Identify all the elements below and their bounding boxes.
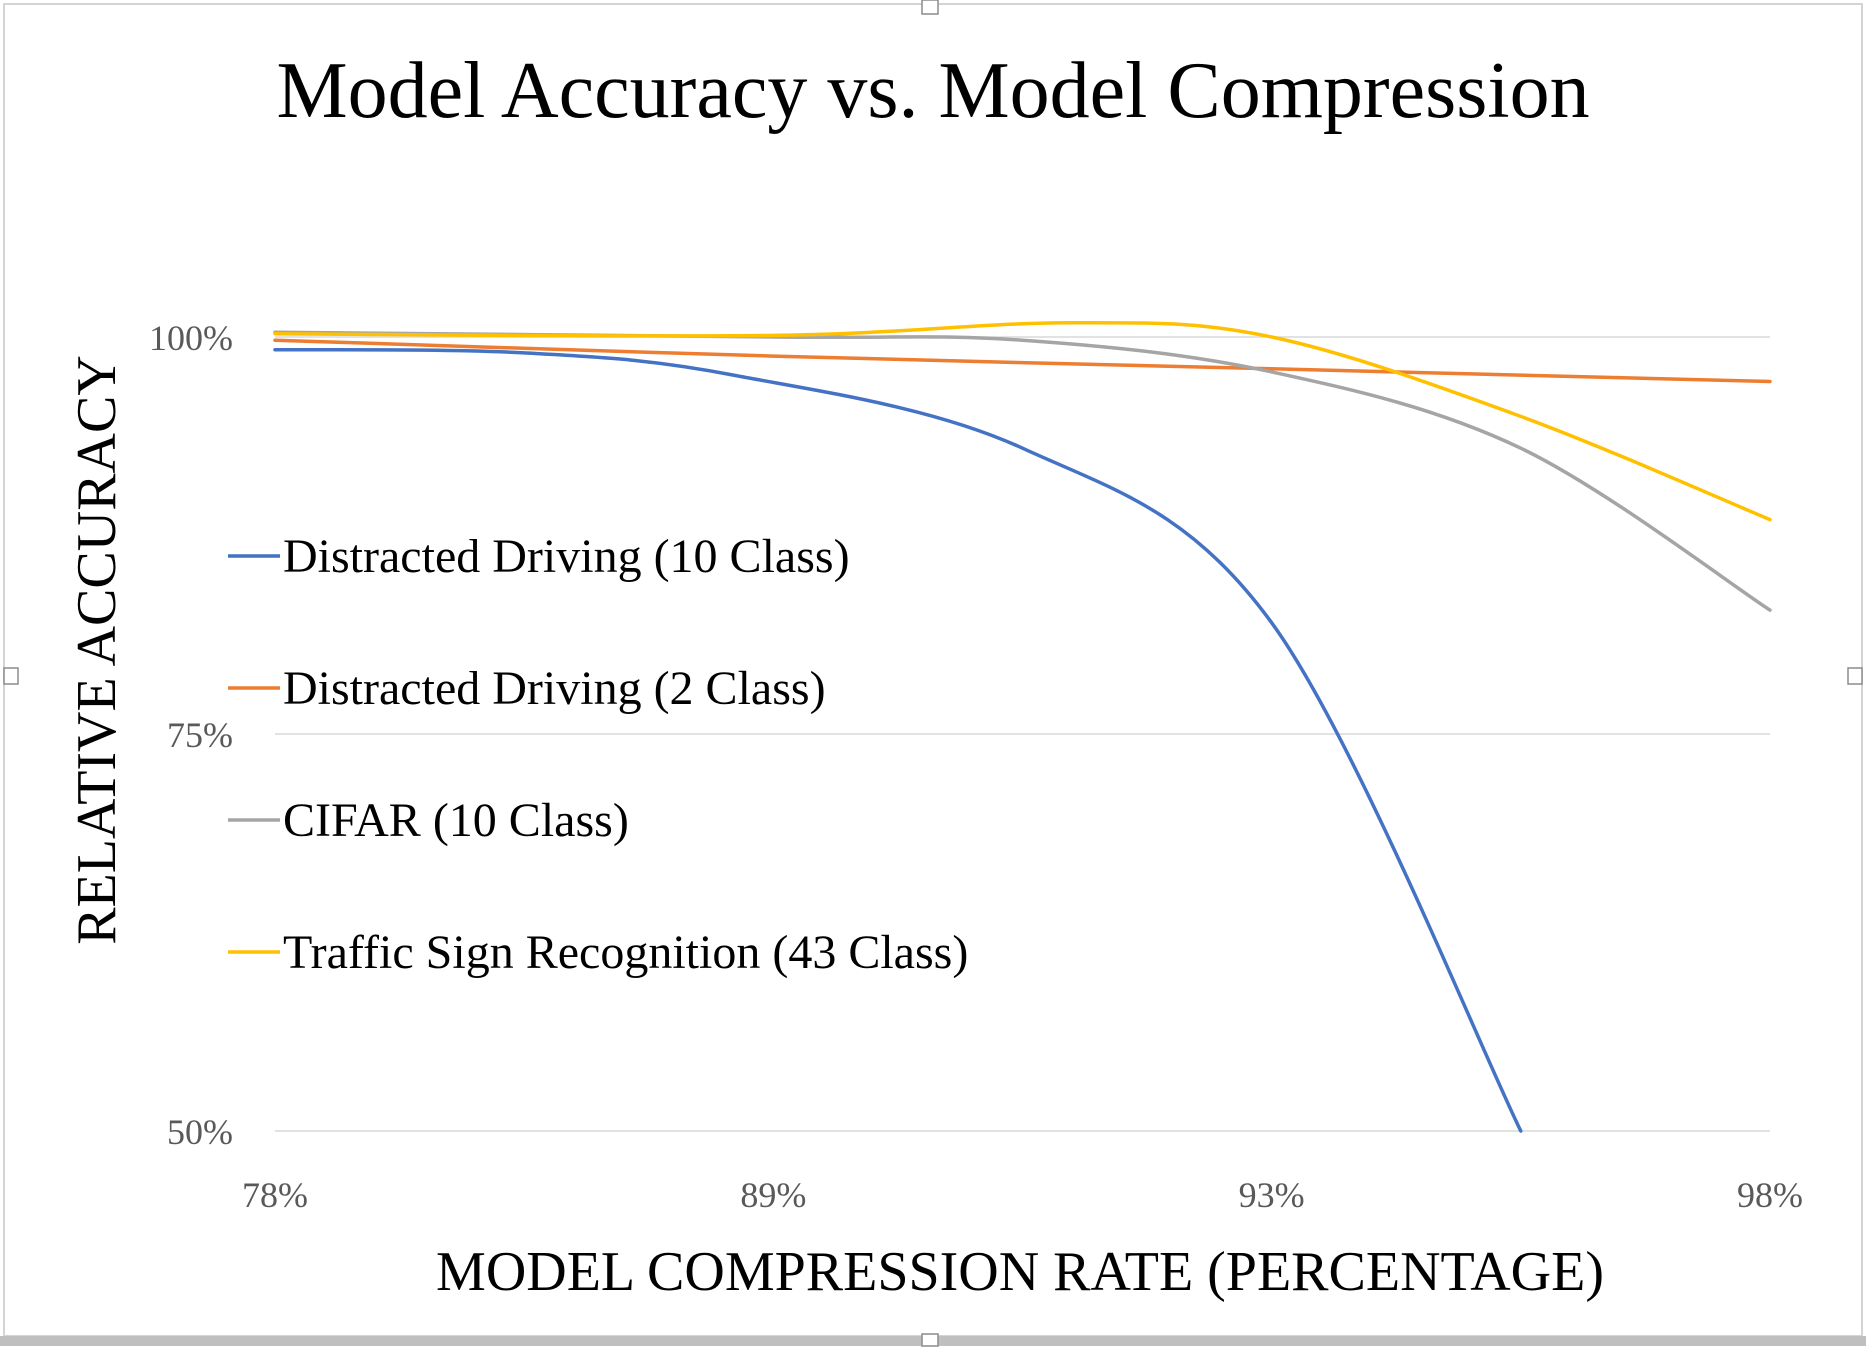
x-axis-title: MODEL COMPRESSION RATE (PERCENTAGE) <box>436 1241 1604 1303</box>
y-tick-labels: 100% 75% 50% <box>149 318 233 1152</box>
y-tick-label: 100% <box>149 318 233 358</box>
series-line-4[interactable] <box>273 320 1772 522</box>
legend-item-label[interactable]: Traffic Sign Recognition (43 Class) <box>283 926 968 979</box>
y-tick-label: 75% <box>167 715 233 755</box>
resize-handle-right[interactable] <box>1847 667 1863 685</box>
x-tick-label: 78% <box>242 1175 308 1215</box>
resize-handle-left[interactable] <box>3 667 19 685</box>
resize-handle-bottom[interactable] <box>921 1333 939 1347</box>
y-axis-title: RELATIVE ACCURACY <box>66 355 128 945</box>
legend: Distracted Driving (10 Class) Distracted … <box>228 530 968 979</box>
y-tick-label: 50% <box>167 1112 233 1152</box>
x-tick-label: 93% <box>1239 1175 1305 1215</box>
series-line-1[interactable] <box>273 347 1523 1133</box>
series-line-2[interactable] <box>273 338 1772 384</box>
x-tick-label: 98% <box>1737 1175 1803 1215</box>
chart-title: Model Accuracy vs. Model Compression <box>276 47 1589 135</box>
x-tick-labels: 78% 89% 93% 98% <box>242 1175 1803 1215</box>
legend-item-label[interactable]: Distracted Driving (10 Class) <box>283 530 850 583</box>
x-tick-label: 89% <box>740 1175 806 1215</box>
gridlines <box>275 336 1770 1132</box>
legend-item-label[interactable]: Distracted Driving (2 Class) <box>283 662 826 715</box>
resize-handle-top[interactable] <box>921 0 939 15</box>
legend-item-label[interactable]: CIFAR (10 Class) <box>283 794 629 847</box>
series-lines <box>273 320 1772 1133</box>
